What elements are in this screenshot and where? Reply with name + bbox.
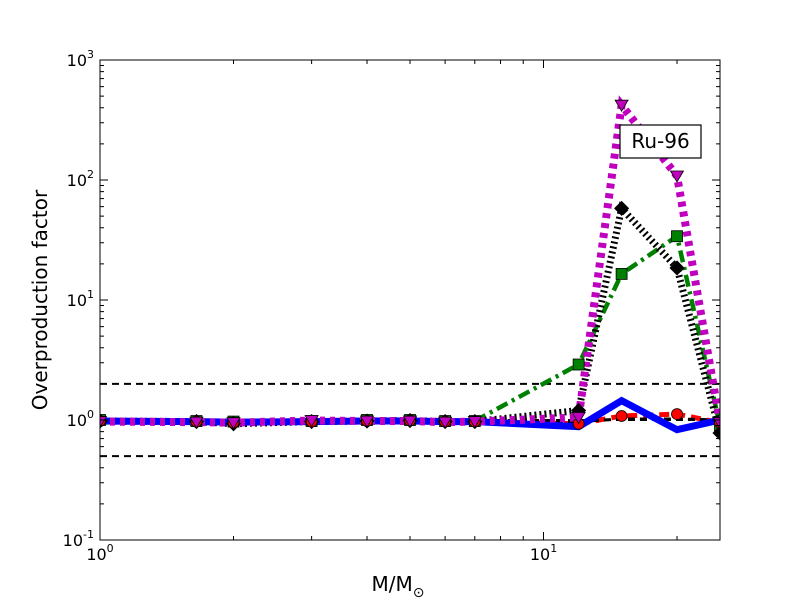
series-line-1 bbox=[100, 201, 720, 434]
x-tick-label: 101 bbox=[530, 542, 557, 564]
annotation-box: Ru-96 bbox=[619, 124, 702, 159]
data-point bbox=[615, 410, 628, 422]
data-point bbox=[669, 260, 685, 276]
y-tick-label: 102 bbox=[67, 168, 94, 190]
series-layer bbox=[100, 95, 720, 458]
y-tick-label: 10-1 bbox=[63, 528, 94, 550]
data-point bbox=[437, 416, 453, 429]
data-point bbox=[572, 358, 585, 371]
annotation-frame bbox=[619, 124, 702, 159]
data-point bbox=[100, 416, 108, 429]
y-tick-label: 100 bbox=[67, 408, 94, 430]
data-point bbox=[402, 415, 418, 428]
x-axis-label: M/M⊙ bbox=[372, 572, 425, 600]
data-point bbox=[614, 99, 629, 112]
data-point bbox=[615, 268, 628, 280]
data-point bbox=[712, 425, 720, 441]
data-point bbox=[571, 412, 586, 425]
data-point bbox=[189, 416, 204, 429]
y-axis-label: Overproduction factor bbox=[28, 189, 52, 410]
y-tick-label: 103 bbox=[67, 48, 94, 70]
data-point bbox=[669, 170, 685, 183]
series-line-0 bbox=[100, 232, 720, 426]
x-tick-label: 100 bbox=[86, 542, 113, 564]
data-point bbox=[671, 408, 683, 420]
data-point bbox=[304, 415, 319, 428]
y-tick-label: 101 bbox=[67, 288, 94, 310]
data-point bbox=[671, 230, 683, 243]
data-point bbox=[359, 415, 375, 428]
data-point bbox=[467, 416, 483, 429]
annotation-label: Ru-96 bbox=[631, 129, 689, 153]
series-line-4 bbox=[100, 396, 720, 434]
data-point bbox=[614, 200, 630, 216]
data-point bbox=[226, 417, 241, 430]
